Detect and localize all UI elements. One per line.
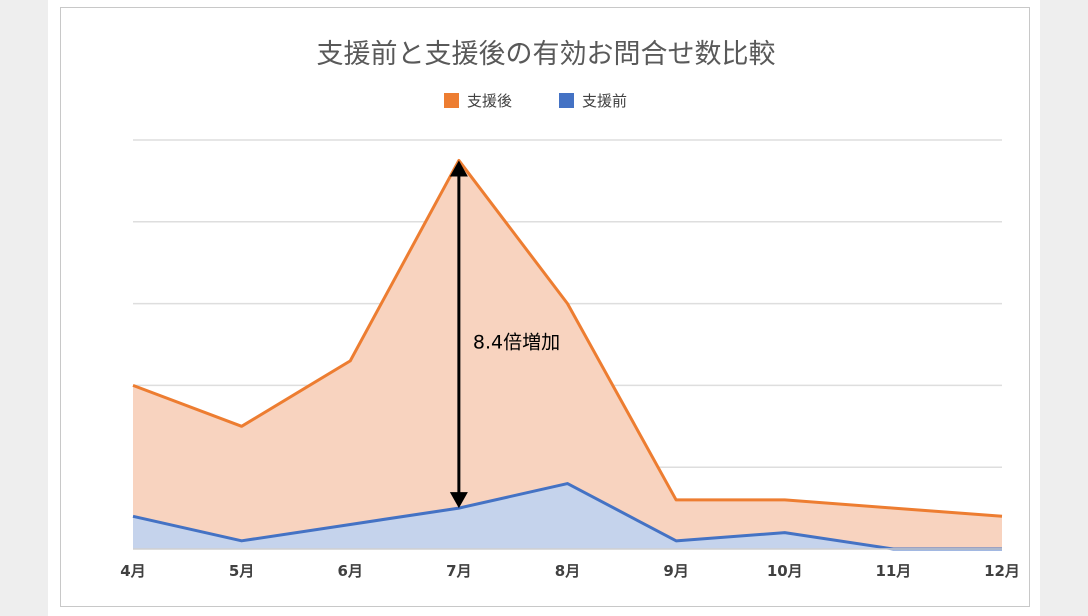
x-tick-label: 9月: [663, 562, 688, 580]
x-tick-label: 10月: [767, 562, 803, 580]
annotation-arrow-head-up: [449, 160, 468, 177]
annotation-arrow-head-down: [449, 492, 468, 509]
series-area-1: [133, 160, 1002, 549]
series-lines: [132, 158, 1003, 551]
series-line-1: [132, 158, 1003, 518]
x-tick-label: 12月: [984, 562, 1020, 580]
legend-label-1: 支援後: [467, 92, 512, 110]
legend-swatch-2: [559, 93, 574, 108]
x-tick-label: 8月: [555, 562, 580, 580]
area-chart: 支援前と支援後の有効お問合せ数比較 支援後 支援前 4月 5月 6月 7月 8月 9月 10月…: [120, 39, 1020, 580]
series-areas: [133, 160, 1002, 549]
x-tick-label: 5月: [229, 562, 254, 580]
series-line-2: [132, 482, 1002, 551]
chart-frame: 支援前と支援後の有効お問合せ数比較 支援後 支援前 4月 5月 6月 7月 8月 9月 10月…: [60, 7, 1030, 607]
x-tick-label: 4月: [120, 562, 145, 580]
legend: 支援後 支援前: [444, 92, 627, 110]
chart-title: 支援前と支援後の有効お問合せ数比較: [317, 39, 776, 70]
annotation-label: 8.4倍増加: [473, 331, 560, 353]
annotation: 8.4倍増加: [449, 160, 560, 509]
legend-label-2: 支援前: [582, 92, 627, 110]
x-tick-label: 11月: [875, 562, 911, 580]
x-tick-label: 6月: [338, 562, 363, 580]
x-axis: 4月 5月 6月 7月 8月 9月 10月 11月 12月: [120, 548, 1020, 580]
x-tick-label: 7月: [446, 562, 471, 580]
legend-swatch-1: [444, 93, 459, 108]
